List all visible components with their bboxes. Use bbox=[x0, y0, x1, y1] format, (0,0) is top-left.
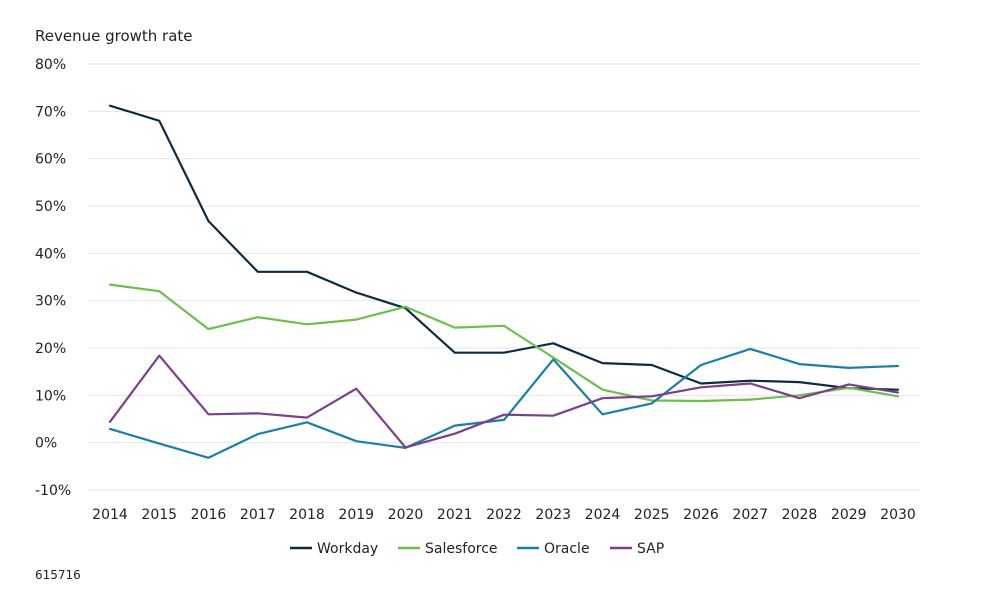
x-tick-label: 2030 bbox=[880, 507, 916, 523]
x-tick-label: 2017 bbox=[240, 507, 276, 523]
series-line-workday bbox=[108, 104, 900, 391]
y-tick-label: 20% bbox=[35, 341, 66, 357]
x-tick-label: 2020 bbox=[388, 507, 424, 523]
legend-label-salesforce: Salesforce bbox=[425, 541, 498, 557]
y-tick-label: 60% bbox=[35, 152, 66, 168]
y-tick-label: 40% bbox=[35, 246, 66, 262]
x-tick-label: 2018 bbox=[289, 507, 325, 523]
y-axis-title: Revenue growth rate bbox=[35, 27, 193, 45]
legend-label-workday: Workday bbox=[317, 541, 378, 557]
x-tick-labels: 2014 2015 2016 2017 2018 2019 2020 2021 2022 2023… bbox=[92, 507, 916, 523]
x-tick-label: 2015 bbox=[141, 507, 177, 523]
y-tick-label: 80% bbox=[35, 57, 66, 73]
x-tick-label: 2028 bbox=[782, 507, 818, 523]
series-line-oracle bbox=[108, 347, 900, 459]
y-tick-label: 30% bbox=[35, 294, 66, 310]
x-tick-label: 2029 bbox=[831, 507, 867, 523]
y-tick-label: -10% bbox=[35, 483, 71, 499]
gridlines bbox=[88, 63, 920, 491]
legend-label-oracle: Oracle bbox=[544, 541, 590, 557]
legend-label-sap: SAP bbox=[637, 541, 664, 557]
y-tick-label: 0% bbox=[35, 436, 57, 452]
series-line-sap bbox=[108, 354, 900, 449]
y-tick-label: 70% bbox=[35, 104, 66, 120]
x-tick-label: 2016 bbox=[191, 507, 227, 523]
series-lines bbox=[108, 104, 900, 459]
x-tick-label: 2014 bbox=[92, 507, 128, 523]
x-tick-label: 2027 bbox=[732, 507, 768, 523]
y-tick-label: 50% bbox=[35, 199, 66, 215]
x-tick-label: 2025 bbox=[634, 507, 670, 523]
x-tick-label: 2026 bbox=[683, 507, 719, 523]
x-tick-label: 2024 bbox=[585, 507, 621, 523]
y-tick-labels: -10% 0% 10% 20% 30% 40% 50% 60% 70% 80% bbox=[35, 57, 71, 499]
x-tick-label: 2023 bbox=[535, 507, 571, 523]
series-line-salesforce bbox=[108, 283, 900, 403]
y-tick-label: 10% bbox=[35, 388, 66, 404]
legend: Workday Salesforce Oracle SAP bbox=[290, 541, 664, 557]
x-tick-label: 2022 bbox=[486, 507, 522, 523]
x-tick-label: 2019 bbox=[338, 507, 374, 523]
footnote-id: 615716 bbox=[35, 568, 81, 582]
x-tick-label: 2021 bbox=[437, 507, 473, 523]
